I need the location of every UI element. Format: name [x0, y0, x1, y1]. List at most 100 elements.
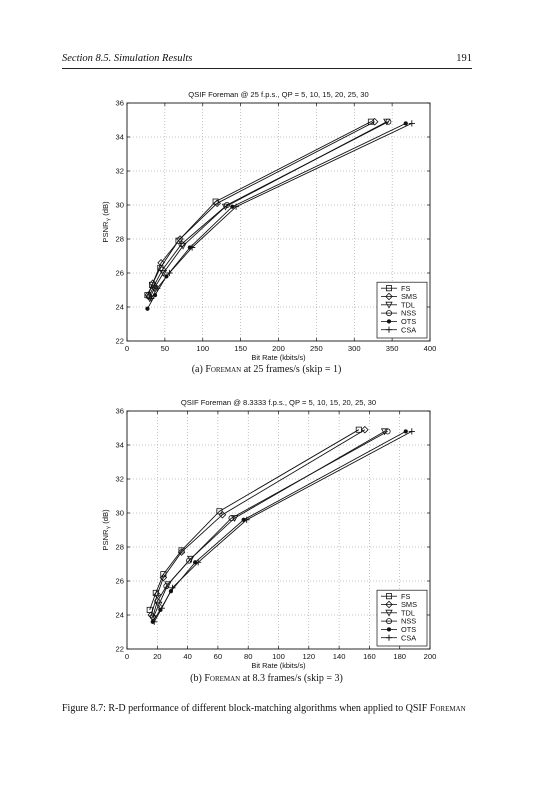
point-nss — [385, 118, 392, 125]
chart-title: QSIF Foreman @ 25 f.p.s., QP = 5, 10, 15… — [188, 90, 368, 99]
y-tick-label: 34 — [116, 441, 124, 450]
point-csa — [151, 618, 158, 625]
y-tick-label: 24 — [116, 611, 124, 620]
y-tick-label: 34 — [116, 133, 124, 142]
legend-marker-nss — [385, 618, 392, 625]
point-nss — [159, 266, 166, 273]
legend-label-nss: NSS — [401, 617, 416, 626]
point-csa — [158, 605, 165, 612]
point-nss — [384, 428, 391, 435]
x-axis-label: Bit Rate (kbits/s) — [251, 353, 305, 362]
y-axis-label-sub: Y — [107, 218, 113, 222]
series-fs — [144, 118, 374, 299]
y-axis-label-unit: (dB) — [101, 201, 110, 218]
point-tdl — [380, 428, 389, 436]
x-tick-label: 100 — [272, 652, 285, 661]
series-line-ots — [152, 431, 407, 623]
legend-marker-csa — [385, 326, 393, 333]
x-tick-label: 80 — [244, 652, 252, 661]
legend-label-csa: CSA — [401, 325, 416, 334]
legend-marker-csa — [385, 634, 393, 641]
subcaption-a-prefix: (a) — [191, 364, 206, 375]
figure-caption: Figure 8.7: R-D performance of different… — [62, 702, 472, 716]
series-tdl — [146, 118, 391, 303]
point-tdl — [159, 270, 168, 277]
running-header: Section 8.5. Simulation Results 191 — [62, 53, 472, 67]
point-sms — [218, 510, 227, 519]
legend-marker-nss — [385, 310, 392, 317]
y-tick-label: 28 — [116, 235, 124, 244]
y-tick-label: 32 — [116, 475, 124, 484]
series-csa — [148, 120, 415, 302]
point-sms — [177, 548, 186, 556]
y-tick-label: 24 — [116, 303, 124, 312]
series-line-csa — [153, 431, 413, 623]
point-csa — [154, 285, 161, 292]
point-tdl — [221, 203, 230, 211]
y-axis-label-main: PSNR — [101, 529, 110, 551]
x-tick-label: 180 — [393, 652, 406, 661]
series-sms — [144, 117, 379, 299]
y-tick-label: 36 — [116, 99, 124, 108]
legend-box — [376, 589, 428, 647]
x-tick-label: 60 — [214, 652, 222, 661]
series-line-fs — [149, 429, 360, 611]
point-nss — [186, 557, 193, 564]
y-tick-label: 36 — [116, 407, 124, 416]
point-tdl — [186, 555, 195, 563]
point-fs — [216, 508, 223, 515]
legend-label-sms: SMS — [401, 292, 417, 301]
point-sms — [213, 199, 221, 208]
subcaption-b-name: Foreman — [204, 673, 241, 684]
x-tick-label: 150 — [234, 344, 247, 353]
series-tdl — [149, 428, 389, 623]
point-nss — [150, 283, 157, 290]
point-csa — [189, 244, 196, 251]
point-sms — [153, 590, 162, 599]
legend-marker-sms — [385, 600, 393, 609]
y-axis-label-unit: (dB) — [101, 509, 110, 526]
point-csa — [148, 295, 155, 302]
series-ots — [150, 429, 408, 624]
legend-marker-fs — [385, 593, 392, 600]
header-rule — [62, 68, 472, 69]
point-tdl — [155, 601, 163, 609]
legend-label-fs: FS — [401, 284, 411, 293]
point-ots — [403, 121, 408, 126]
legend-label-sms: SMS — [401, 600, 417, 609]
point-nss — [178, 241, 185, 248]
y-axis-label: PSNRY (dB) — [101, 509, 113, 551]
subcaption-b: (b) Foreman at 8.3 frames/s (skip = 3) — [0, 673, 533, 684]
legend-label-tdl: TDL — [401, 608, 415, 617]
series-line-nss — [152, 431, 388, 617]
point-sms — [159, 573, 168, 582]
y-tick-label: 22 — [116, 645, 124, 654]
x-tick-label: 200 — [424, 652, 437, 661]
x-tick-label: 40 — [183, 652, 191, 661]
x-tick-label: 0 — [125, 344, 129, 353]
x-tick-label: 0 — [125, 652, 129, 661]
section-title: Section 8.5. Simulation Results — [62, 53, 193, 64]
point-nss — [154, 598, 161, 605]
x-axis-label: Bit Rate (kbits/s) — [251, 661, 305, 670]
series-line-sms — [147, 121, 375, 296]
legend-label-nss: NSS — [401, 309, 416, 318]
y-axis-label-sub: Y — [107, 526, 113, 530]
legend-marker-sms — [385, 292, 393, 301]
chart-b: QSIF Foreman @ 8.3333 f.p.s., QP = 5, 10… — [101, 398, 437, 670]
point-fs — [178, 547, 185, 554]
legend-label-ots: OTS — [401, 317, 416, 326]
legend-label-fs: FS — [401, 592, 411, 601]
point-csa — [408, 428, 415, 435]
series-fs — [146, 426, 362, 613]
series-sms — [147, 425, 369, 619]
subcaption-a-suffix: at 25 frames/s (skip = 1) — [241, 364, 342, 375]
point-csa — [408, 120, 415, 127]
legend-label-csa: CSA — [401, 633, 416, 642]
series-line-ots — [147, 122, 406, 309]
legend-label-tdl: TDL — [401, 300, 415, 309]
y-tick-label: 32 — [116, 167, 124, 176]
point-csa — [243, 516, 250, 523]
